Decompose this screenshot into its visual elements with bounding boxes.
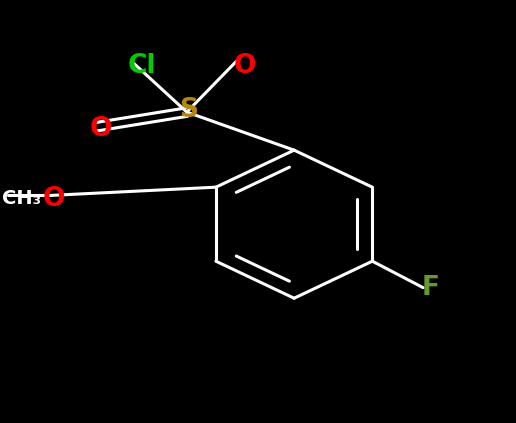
Text: CH₃: CH₃ bbox=[2, 190, 41, 208]
Text: S: S bbox=[179, 97, 198, 123]
Text: O: O bbox=[43, 186, 66, 212]
Text: O: O bbox=[89, 116, 112, 142]
Text: Cl: Cl bbox=[127, 52, 156, 79]
Text: F: F bbox=[422, 275, 440, 301]
Text: O: O bbox=[234, 52, 256, 79]
